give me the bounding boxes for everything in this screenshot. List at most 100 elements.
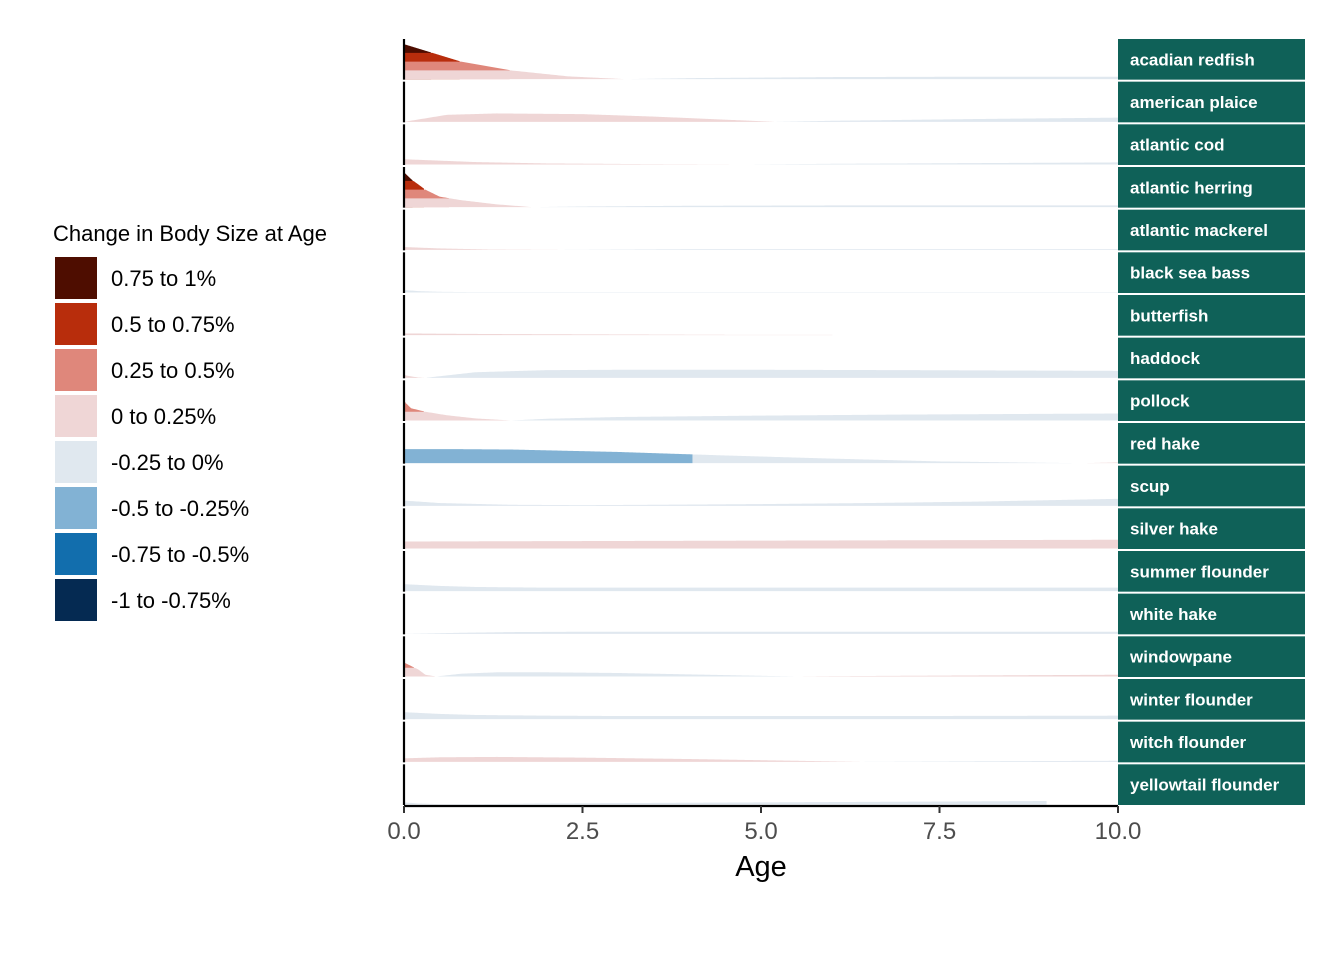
x-tick-label: 2.5	[566, 818, 599, 845]
series-area	[862, 760, 1118, 762]
panel-scup: scup	[402, 465, 1305, 507]
facet-strip	[1118, 81, 1305, 123]
series-area	[426, 369, 1118, 378]
legend-swatch	[55, 579, 97, 621]
panel-silver-hake: silver hake	[402, 508, 1305, 549]
panel-yellowtail-flounder: yellowtail flounder	[402, 764, 1305, 805]
panel-white-hake: white hake	[402, 593, 1305, 635]
legend-title: Change in Body Size at Age	[53, 221, 327, 246]
x-tick-label: 7.5	[923, 818, 956, 845]
legend-swatch	[55, 303, 97, 345]
series-area	[798, 674, 1118, 677]
panel-atlantic-cod: atlantic cod	[402, 124, 1305, 165]
facet-strip-label: black sea bass	[1130, 264, 1250, 283]
facet-strip-label: haddock	[1130, 349, 1200, 368]
panels: acadian redfish american plaice atlantic c…	[402, 39, 1305, 805]
series-area	[404, 712, 1118, 720]
series-area	[748, 162, 1118, 165]
series-area	[404, 333, 833, 336]
series-area	[404, 539, 1118, 549]
x-axis: 0.0 2.5 5.0 7.5 10.0	[387, 804, 1142, 845]
facet-strip-label: atlantic cod	[1130, 136, 1224, 155]
facet-strip-label: scup	[1130, 477, 1170, 496]
series-area	[404, 247, 560, 250]
facet-strip-label: atlantic herring	[1130, 178, 1253, 197]
series-area	[404, 70, 624, 80]
series-area	[404, 449, 693, 464]
facet-strip	[1118, 721, 1305, 763]
series-area	[404, 411, 510, 421]
series-area	[405, 113, 774, 122]
facet-strip	[1118, 764, 1305, 805]
facet-strip	[1118, 593, 1305, 635]
series-area	[404, 667, 435, 677]
series-area	[404, 159, 746, 165]
series-area	[404, 198, 532, 208]
facet-strip	[1118, 551, 1305, 592]
legend-swatch	[55, 349, 97, 391]
series-area	[626, 76, 1118, 80]
panel-red-hake: red hake	[402, 423, 1305, 464]
series-area	[437, 672, 796, 677]
series-area	[404, 375, 424, 378]
facet-strip	[1118, 124, 1305, 165]
legend-swatch	[55, 395, 97, 437]
legend-label: -0.5 to -0.25%	[111, 496, 249, 521]
panel-atlantic-mackerel: atlantic mackerel	[402, 209, 1305, 251]
facet-strip-label: acadian redfish	[1130, 50, 1255, 69]
series-area	[533, 205, 1118, 208]
legend: Change in Body Size at Age 0.75 to 1% 0.5…	[53, 221, 327, 621]
series-area	[512, 413, 1118, 421]
legend-label: 0.5 to 0.75%	[111, 312, 235, 337]
facet-strip-label: yellowtail flounder	[1130, 776, 1280, 795]
legend-label: -0.75 to -0.5%	[111, 542, 249, 567]
facet-strip	[1118, 636, 1305, 677]
x-axis-title: Age	[735, 851, 787, 883]
x-tick-label: 10.0	[1095, 818, 1142, 845]
facet-strip	[1118, 465, 1305, 507]
facet-strip-label: american plaice	[1130, 93, 1258, 112]
legend-label: 0 to 0.25%	[111, 404, 216, 429]
panel-witch-flounder: witch flounder	[402, 721, 1305, 763]
series-area	[404, 290, 1118, 293]
series-area	[404, 498, 1118, 506]
series-area	[404, 584, 1118, 592]
x-tick-label: 0.0	[387, 818, 420, 845]
series-area	[1083, 462, 1118, 464]
panel-acadian-redfish: acadian redfish	[402, 39, 1305, 80]
facet-strip-label: atlantic mackerel	[1130, 221, 1268, 240]
series-area	[404, 756, 860, 762]
facet-strip-label: witch flounder	[1129, 733, 1247, 752]
panel-windowpane: windowpane	[402, 636, 1305, 677]
facet-strip-label: pollock	[1130, 392, 1190, 411]
legend-label: -0.25 to 0%	[111, 450, 224, 475]
panel-american-plaice: american plaice	[402, 81, 1305, 123]
facet-strip	[1118, 508, 1305, 549]
panel-summer-flounder: summer flounder	[402, 551, 1305, 592]
facet-strip-label: butterfish	[1130, 306, 1208, 325]
facet-strip-label: winter flounder	[1129, 690, 1253, 709]
facet-strip-label: summer flounder	[1130, 562, 1269, 581]
facet-strip	[1118, 295, 1305, 336]
legend-swatch	[55, 533, 97, 575]
facet-strip-label: white hake	[1129, 605, 1217, 624]
facet-strip-label: red hake	[1130, 434, 1200, 453]
panel-atlantic-herring: atlantic herring	[402, 167, 1305, 208]
facet-strip	[1118, 252, 1305, 293]
panel-pollock: pollock	[402, 380, 1305, 421]
facet-strip	[1118, 167, 1305, 208]
legend-swatch	[55, 441, 97, 483]
series-area	[405, 631, 1118, 634]
legend-label: 0.25 to 0.5%	[111, 358, 235, 383]
panel-winter-flounder: winter flounder	[402, 679, 1305, 720]
legend-label: 0.75 to 1%	[111, 266, 216, 291]
facet-strip-label: windowpane	[1129, 648, 1232, 667]
panel-haddock: haddock	[402, 337, 1305, 379]
facet-strip	[1118, 39, 1305, 80]
x-tick-label: 5.0	[744, 818, 777, 845]
legend-swatch	[55, 257, 97, 299]
facet-strip	[1118, 209, 1305, 251]
facet-strip	[1118, 380, 1305, 421]
facet-strip	[1118, 337, 1305, 379]
